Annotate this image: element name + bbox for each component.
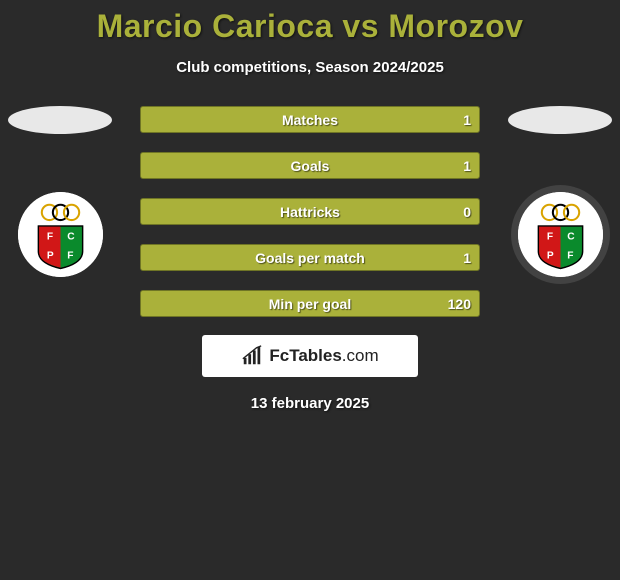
- stat-bar-hattricks: Hattricks 0: [140, 198, 480, 225]
- svg-text:C: C: [67, 232, 75, 243]
- svg-text:F: F: [67, 250, 73, 261]
- svg-text:F: F: [546, 232, 552, 243]
- left-column: F C P F: [0, 106, 120, 277]
- stat-value: 120: [448, 296, 471, 312]
- svg-text:F: F: [567, 250, 573, 261]
- stat-bar-goals: Goals 1: [140, 152, 480, 179]
- brand-box[interactable]: FcTables.com: [202, 335, 418, 377]
- stat-bar-min-per-goal: Min per goal 120: [140, 290, 480, 317]
- content-row: F C P F Matches 1 Goals 1 Hattricks 0 Go…: [0, 106, 620, 317]
- svg-text:P: P: [546, 250, 553, 261]
- player-photo-placeholder-right: [508, 106, 612, 134]
- stat-label: Goals per match: [255, 250, 365, 266]
- player-photo-placeholder-left: [8, 106, 112, 134]
- right-column: F C P F: [500, 106, 620, 277]
- club-badge-left: F C P F: [18, 192, 103, 277]
- svg-text:F: F: [46, 232, 52, 243]
- stat-label: Goals: [291, 158, 330, 174]
- date-text: 13 february 2025: [0, 395, 620, 412]
- stat-value: 1: [463, 250, 471, 266]
- brand-text: FcTables.com: [269, 346, 378, 366]
- brand-name-bold: FcTables: [269, 346, 341, 365]
- stat-bar-goals-per-match: Goals per match 1: [140, 244, 480, 271]
- stat-value: 1: [463, 158, 471, 174]
- brand-name-light: .com: [342, 346, 379, 365]
- page-title: Marcio Carioca vs Morozov: [0, 0, 620, 45]
- stat-label: Matches: [282, 112, 338, 128]
- svg-text:P: P: [46, 250, 53, 261]
- chart-icon: [241, 345, 263, 367]
- club-crest-icon: F C P F: [18, 192, 103, 277]
- stat-label: Min per goal: [269, 296, 351, 312]
- page-subtitle: Club competitions, Season 2024/2025: [0, 59, 620, 76]
- club-crest-icon: F C P F: [518, 192, 603, 277]
- stat-value: 1: [463, 112, 471, 128]
- svg-text:C: C: [567, 232, 575, 243]
- stat-label: Hattricks: [280, 204, 340, 220]
- stats-bars: Matches 1 Goals 1 Hattricks 0 Goals per …: [120, 106, 500, 317]
- stat-value: 0: [463, 204, 471, 220]
- club-badge-right: F C P F: [518, 192, 603, 277]
- stat-bar-matches: Matches 1: [140, 106, 480, 133]
